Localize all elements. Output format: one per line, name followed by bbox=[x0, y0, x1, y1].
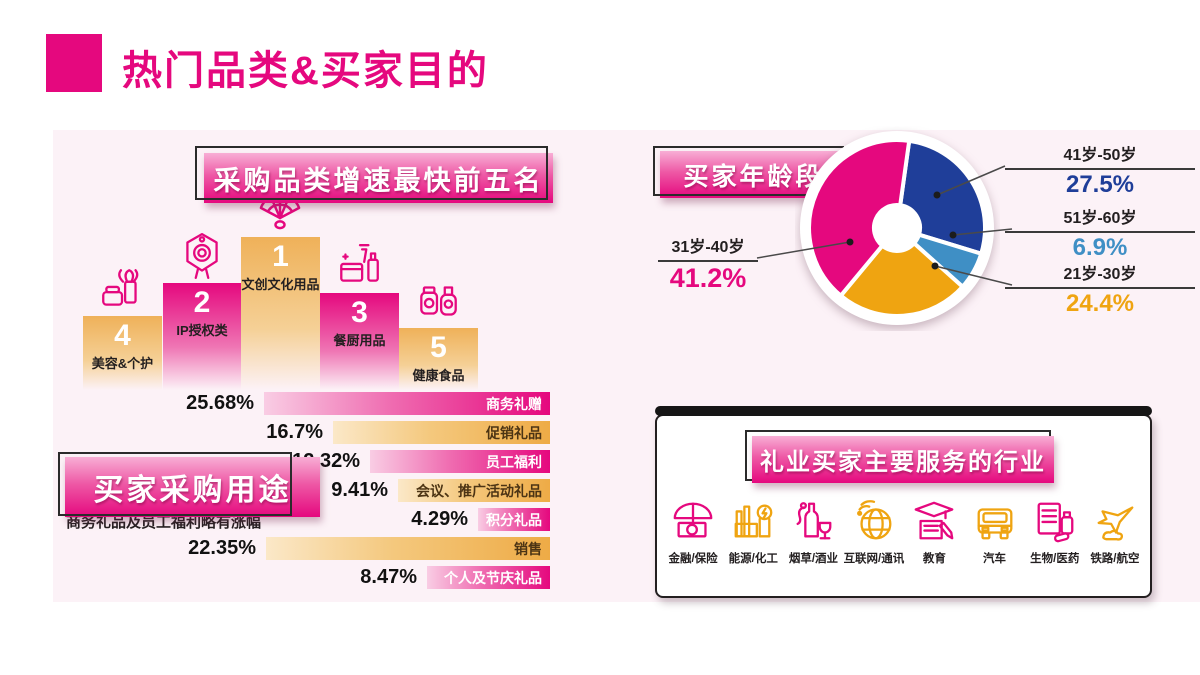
podium-rank: 1 bbox=[272, 240, 289, 273]
purpose-bar-row: 4.29% 积分礼品 bbox=[100, 508, 550, 531]
industry-tobacco-wine: 烟草/酒业 bbox=[783, 498, 843, 566]
panel-top-bar bbox=[655, 406, 1152, 416]
internet-icon bbox=[851, 498, 897, 544]
purpose-banner-outline bbox=[58, 452, 292, 516]
age-label-21-30: 21岁-30岁 24.4% bbox=[1005, 260, 1195, 318]
biomed-icon bbox=[1032, 498, 1078, 544]
industry-finance: 金融/保险 bbox=[663, 498, 723, 566]
age-percent: 27.5% bbox=[1065, 171, 1135, 198]
age-percent: 24.4% bbox=[1065, 290, 1135, 317]
industries-row: 金融/保险 能源/化工 烟草/酒业 bbox=[663, 498, 1145, 566]
podium-category: IP授权类 bbox=[176, 323, 228, 338]
purpose-bar: 促销礼品 bbox=[333, 421, 550, 444]
purpose-bar-row: 8.47% 个人及节庆礼品 bbox=[100, 566, 550, 589]
rail-air-icon bbox=[1092, 498, 1138, 544]
industry-energy: 能源/化工 bbox=[723, 498, 783, 566]
purpose-bar-percent: 4.29% bbox=[411, 508, 468, 530]
industry-biomed: 生物/医药 bbox=[1025, 498, 1085, 566]
age-label-51-60: 51岁-60岁 6.9% bbox=[1005, 204, 1195, 262]
age-pie-chart bbox=[800, 131, 994, 325]
podium-rank: 3 bbox=[351, 296, 368, 329]
purpose-bar-percent: 16.7% bbox=[266, 421, 323, 443]
podium-bar-rank5: 5 健康食品 bbox=[399, 328, 478, 390]
podium-category: 餐厨用品 bbox=[333, 333, 386, 348]
age-range-label: 51岁-60岁 bbox=[1005, 204, 1195, 233]
age-label-31-40: 31岁-40岁 41.2% bbox=[658, 233, 758, 294]
age-range-label: 31岁-40岁 bbox=[658, 233, 758, 262]
podium-banner-outline bbox=[195, 146, 548, 200]
podium-category: 美容&个护 bbox=[91, 356, 154, 371]
purpose-bar: 员工福利 bbox=[370, 450, 550, 473]
purpose-bar-row: 25.68% 商务礼赠 bbox=[100, 392, 550, 415]
podium-bar-rank3: 3 餐厨用品 bbox=[320, 293, 399, 390]
cosmetics-icon bbox=[97, 264, 147, 314]
industry-education: 教育 bbox=[904, 498, 964, 566]
purpose-bar-row: 22.35% 销售 bbox=[100, 537, 550, 560]
purpose-bar-percent: 8.47% bbox=[360, 566, 417, 588]
finance-icon bbox=[670, 498, 716, 544]
age-percent: 41.2% bbox=[669, 263, 747, 293]
podium-category: 健康食品 bbox=[412, 368, 465, 383]
purpose-bar: 个人及节庆礼品 bbox=[427, 566, 550, 589]
industries-banner: 礼业买家主要服务的行业 bbox=[752, 436, 1054, 483]
purpose-bar-percent: 9.41% bbox=[331, 479, 388, 501]
podium-bar-rank1: 1 文创文化用品 bbox=[241, 237, 320, 390]
podium-rank: 2 bbox=[193, 286, 211, 319]
purpose-bar-row: 16.7% 促销礼品 bbox=[100, 421, 550, 444]
purpose-bar: 积分礼品 bbox=[478, 508, 550, 531]
podium-rank: 5 bbox=[430, 331, 447, 364]
industry-car: 汽车 bbox=[964, 498, 1024, 566]
age-range-label: 21岁-30岁 bbox=[1005, 260, 1195, 289]
podium-category: 文创文化用品 bbox=[241, 277, 320, 292]
purpose-subtitle: 商务礼品及员工福利略有涨幅 bbox=[66, 514, 262, 531]
purpose-bar-percent: 22.35% bbox=[188, 537, 256, 559]
age-percent: 6.9% bbox=[1072, 234, 1128, 261]
badge-icon bbox=[177, 231, 227, 281]
food-icon bbox=[413, 276, 463, 326]
age-range-label: 41岁-50岁 bbox=[1005, 141, 1195, 170]
purpose-bar: 销售 bbox=[266, 537, 550, 560]
purpose-bar-percent: 25.68% bbox=[186, 392, 254, 414]
purpose-bar: 会议、推广活动礼品 bbox=[398, 479, 550, 502]
kitchen-icon bbox=[334, 241, 384, 291]
energy-icon bbox=[730, 498, 776, 544]
purpose-bar-row: 9.41% 会议、推广活动礼品 bbox=[100, 479, 550, 502]
car-icon bbox=[972, 498, 1018, 544]
tobacco-wine-icon bbox=[790, 498, 836, 544]
education-icon bbox=[911, 498, 957, 544]
page-title: 热门品类&买家目的 bbox=[122, 49, 489, 93]
podium-bar-rank4: 4 美容&个护 bbox=[83, 316, 162, 390]
industry-internet: 互联网/通讯 bbox=[844, 498, 904, 566]
podium-banner: 采购品类增速最快前五名 bbox=[204, 153, 553, 203]
age-label-41-50: 41岁-50岁 27.5% bbox=[1005, 141, 1195, 199]
podium-rank: 4 bbox=[114, 319, 131, 352]
title-accent-square bbox=[46, 34, 102, 92]
purpose-bar: 商务礼赠 bbox=[264, 392, 550, 415]
purpose-banner: 买家采购用途 bbox=[65, 457, 320, 517]
podium-bar-rank2: 2 IP授权类 bbox=[163, 283, 241, 390]
industry-rail-air: 铁路/航空 bbox=[1085, 498, 1145, 566]
